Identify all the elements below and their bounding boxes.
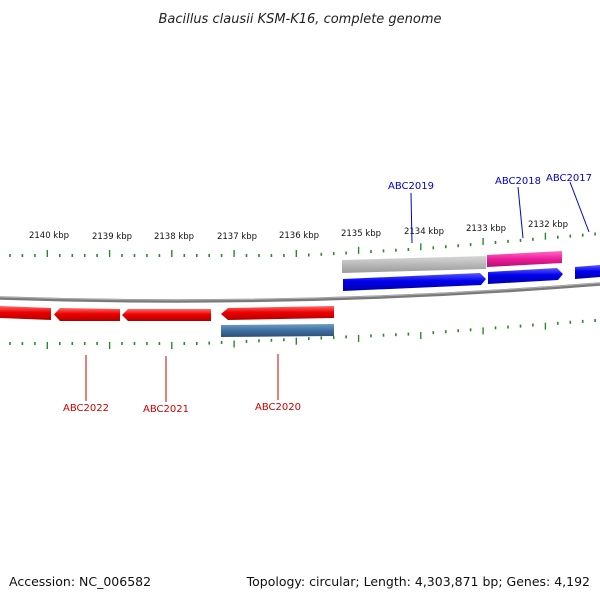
forward-strand-features [342, 251, 600, 291]
genome-summary-text: Topology: circular; Length: 4,303,871 bp… [246, 574, 590, 589]
tick-label: 2134 kbp [404, 227, 444, 237]
tick-label: 2132 kbp [528, 220, 568, 230]
tick-label: 2139 kbp [92, 232, 132, 242]
cds-feature-forward[interactable] [488, 268, 563, 284]
cds-feature-forward[interactable] [343, 273, 486, 291]
tick-label: 2140 kbp [29, 231, 69, 241]
tick-label: 2137 kbp [217, 232, 257, 242]
gene-label-abc2019[interactable]: ABC2019 [388, 181, 434, 192]
accession-text: Accession: NC_006582 [9, 574, 151, 589]
reverse-strand-features [0, 306, 334, 337]
leader-line [569, 181, 590, 233]
gene-label-abc2017[interactable]: ABC2017 [546, 173, 592, 184]
genome-backbone-highlight [0, 282, 600, 301]
gene-feature-steel[interactable] [221, 324, 334, 337]
gene-label-abc2018[interactable]: ABC2018 [495, 176, 541, 187]
tick-labels: 2140 kbp 2139 kbp 2138 kbp 2137 kbp 2136… [29, 220, 568, 242]
label-leaders [85, 181, 590, 402]
genome-backbone [0, 282, 600, 303]
cds-feature-reverse[interactable] [122, 309, 211, 321]
gene-feature-gray[interactable] [342, 256, 486, 273]
cds-feature-reverse[interactable] [221, 306, 334, 320]
gene-label-abc2022[interactable]: ABC2022 [63, 403, 109, 414]
gene-label-abc2021[interactable]: ABC2021 [143, 404, 189, 415]
ticks-inner-row [9, 319, 596, 349]
gene-label-abc2020[interactable]: ABC2020 [255, 402, 301, 413]
tick-label: 2136 kbp [279, 231, 319, 241]
cds-feature-forward[interactable] [575, 265, 600, 279]
tick-label: 2138 kbp [154, 232, 194, 242]
leader-line [410, 192, 413, 244]
gene-feature-pink[interactable] [487, 251, 562, 267]
ticks-outer-row [9, 232, 596, 257]
map-title: Bacillus clausii KSM-K16, complete genom… [158, 12, 441, 27]
leader-line [517, 186, 524, 239]
cds-feature-reverse[interactable] [0, 306, 51, 320]
cds-feature-reverse[interactable] [54, 308, 120, 321]
tick-label: 2135 kbp [341, 229, 381, 239]
gene-labels: ABC2019 ABC2018 ABC2017 ABC2022 ABC2021 … [63, 173, 592, 415]
tick-label: 2133 kbp [466, 224, 506, 234]
